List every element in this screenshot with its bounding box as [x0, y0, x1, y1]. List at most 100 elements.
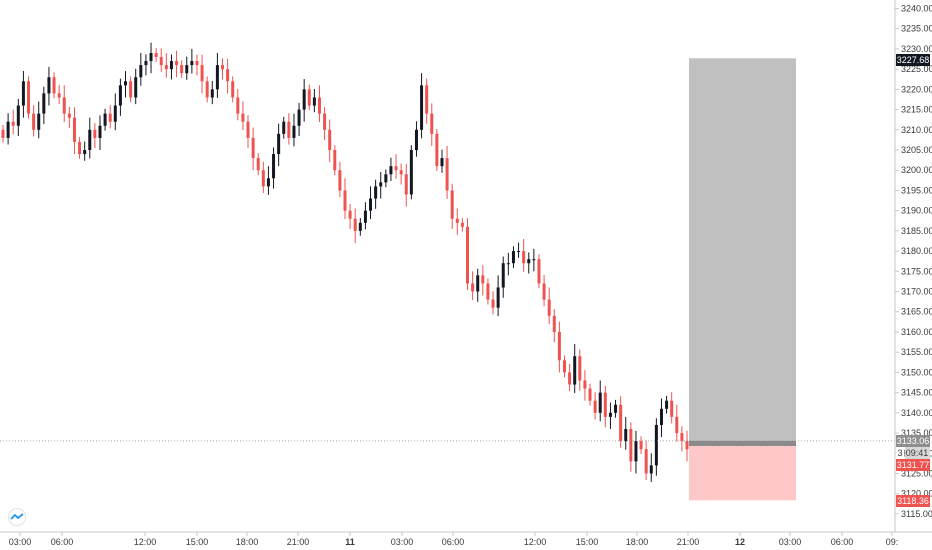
- y-tick-label: 3230.00: [901, 44, 932, 54]
- candle-body: [527, 259, 531, 264]
- candle-body: [578, 356, 582, 381]
- candle-body: [118, 85, 122, 106]
- x-tick-label: 15:00: [186, 537, 209, 547]
- stop-tag: [896, 459, 930, 471]
- candle-body: [323, 113, 327, 130]
- candle-body: [210, 89, 214, 98]
- candle-body: [659, 408, 663, 425]
- candle-body: [389, 166, 393, 175]
- tradingview-logo-icon[interactable]: [6, 508, 28, 526]
- y-tick-label: 3190.00: [901, 206, 932, 216]
- y-tick-label: 3155.00: [901, 347, 932, 357]
- x-tick-label: 11: [345, 537, 355, 547]
- candle-body: [78, 141, 82, 155]
- candle-body: [1, 129, 5, 138]
- candle-body: [680, 433, 684, 442]
- candle-body: [634, 441, 638, 462]
- x-tick-label: 18:00: [236, 537, 259, 547]
- y-tick-label: 3215.00: [901, 105, 932, 115]
- stop-tag-text: 3131.77: [897, 460, 930, 470]
- candle-body: [466, 226, 470, 284]
- candle-body: [317, 97, 321, 114]
- x-tick-label: 18:00: [626, 537, 649, 547]
- candle-body: [369, 198, 373, 211]
- candle-body: [32, 113, 36, 130]
- candle-body: [522, 251, 526, 264]
- candle-body: [445, 158, 449, 191]
- candle-body: [52, 77, 56, 94]
- candle-body: [358, 222, 362, 231]
- candle-body: [103, 113, 107, 126]
- last-price-tag-text: 3133.06: [897, 436, 930, 446]
- candle-body: [93, 129, 97, 138]
- candle-body: [573, 356, 577, 385]
- y-tick-label: 3115.00: [901, 509, 932, 519]
- lower-tag: [896, 495, 930, 507]
- candle-body: [440, 158, 444, 167]
- candle-body: [379, 182, 383, 187]
- candle-body: [266, 178, 270, 187]
- candle-body: [6, 121, 10, 138]
- candle-body: [231, 81, 235, 98]
- y-tick-label: 3165.00: [901, 307, 932, 317]
- time-axis[interactable]: 03:00 06:00 12:00 15:00 18:00 21:00 11 03:00 06:…: [9, 532, 899, 547]
- candle-body: [154, 52, 158, 58]
- candle-body: [624, 428, 628, 442]
- candle-body: [328, 129, 332, 151]
- candle-body: [113, 105, 117, 122]
- y-tick-label: 3175.00: [901, 266, 932, 276]
- candle-body: [139, 65, 143, 78]
- candle-body: [282, 121, 286, 134]
- candle-body: [552, 315, 556, 332]
- candle-body: [16, 105, 20, 126]
- candle-body: [169, 61, 173, 70]
- candle-body: [363, 210, 367, 223]
- candle-body: [593, 400, 597, 413]
- candle-body: [557, 331, 561, 361]
- candle-body: [220, 65, 224, 70]
- candle-body: [292, 125, 296, 138]
- candle-body: [501, 263, 505, 288]
- candle-body: [517, 251, 521, 253]
- candle-body: [302, 89, 306, 110]
- y-tick-label: 3200.00: [901, 165, 932, 175]
- candle-body: [644, 449, 648, 474]
- y-tick-label: 3120.00: [901, 489, 932, 499]
- target-zone[interactable]: [689, 58, 796, 441]
- candle-body: [404, 174, 408, 195]
- candle-body: [496, 287, 500, 308]
- candle-body: [226, 69, 230, 82]
- candle-body: [185, 65, 189, 74]
- candle-body: [654, 424, 658, 466]
- candle-body: [614, 404, 618, 413]
- candle-body: [37, 113, 41, 130]
- candle-body: [675, 416, 679, 434]
- y-tick-label: 3125.00: [901, 468, 932, 478]
- candle-body: [195, 61, 199, 66]
- candle-body: [409, 150, 413, 195]
- stop-zone[interactable]: [689, 446, 796, 501]
- candle-body: [399, 170, 403, 175]
- candle-body: [190, 61, 194, 66]
- x-tick-label: 06:00: [831, 537, 854, 547]
- y-tick-label: 3135.00: [901, 428, 932, 438]
- candle-body: [685, 441, 689, 450]
- candle-body: [205, 81, 209, 98]
- candle-body: [384, 174, 388, 183]
- position-tool[interactable]: [689, 58, 796, 501]
- x-tick-label: 21:00: [287, 537, 310, 547]
- candle-body: [11, 121, 15, 126]
- x-tick-label: 03:00: [391, 537, 414, 547]
- entry-zone[interactable]: [689, 440, 796, 447]
- candle-body: [241, 113, 245, 122]
- candle-body: [511, 251, 515, 264]
- candle-body: [108, 113, 112, 122]
- candle-body: [460, 222, 464, 227]
- candle-body: [537, 259, 541, 284]
- candle-body: [343, 190, 347, 211]
- candle-body: [272, 154, 276, 179]
- partial-tag-text: 3: [897, 448, 902, 458]
- candle-body: [532, 259, 536, 261]
- candle-body: [394, 166, 398, 171]
